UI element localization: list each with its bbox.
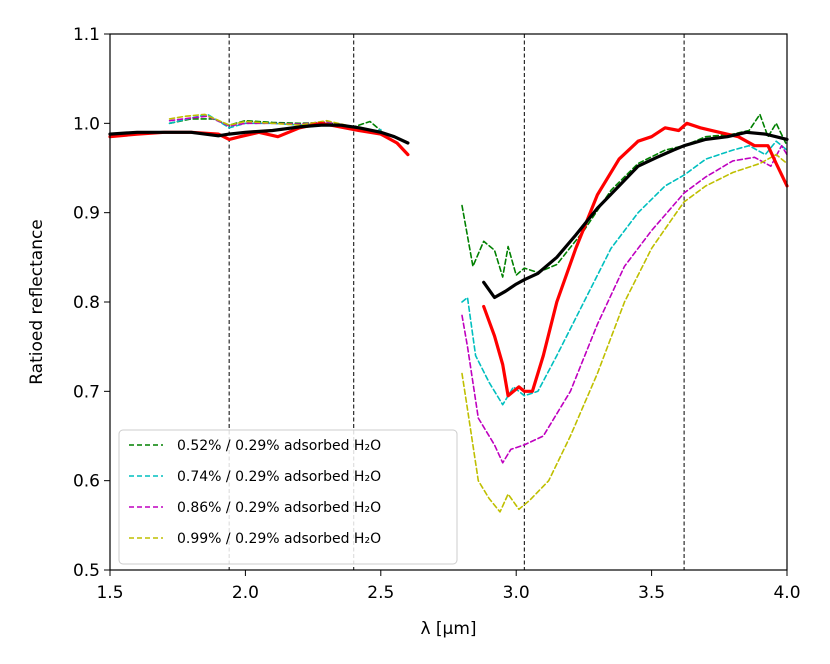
- x-tick-label-2: 2.5: [367, 583, 394, 603]
- x-tick-label-4: 3.5: [638, 583, 665, 603]
- series-2-line-1: [461, 144, 788, 464]
- series-5-line-1: [482, 130, 789, 300]
- legend-label-0: 0.52% / 0.29% adsorbed H₂O: [177, 438, 381, 454]
- x-tick-label-1: 2.0: [232, 583, 259, 603]
- series-5-line-0: [108, 123, 410, 145]
- series-0-line-1: [461, 113, 788, 278]
- y-tick-label-0: 0.5: [73, 561, 100, 581]
- legend-label-3: 0.99% / 0.29% adsorbed H₂O: [177, 531, 381, 547]
- series-group: [108, 113, 789, 513]
- x-tick-label-3: 3.0: [503, 583, 530, 603]
- y-tick-label-3: 0.8: [73, 293, 100, 313]
- y-tick-label-1: 0.6: [73, 472, 100, 492]
- y-tick-label-6: 1.1: [73, 25, 100, 45]
- series-0-line-0: [168, 118, 382, 132]
- legend-label-2: 0.86% / 0.29% adsorbed H₂O: [177, 500, 381, 516]
- legend-box: [118, 429, 458, 565]
- legend-label-1: 0.74% / 0.29% adsorbed H₂O: [177, 469, 381, 485]
- series-4-line-1: [482, 121, 789, 398]
- y-tick-label-5: 1.0: [73, 114, 100, 134]
- y-axis-label: Ratioed reflectance: [27, 219, 47, 385]
- reference-vlines: [228, 34, 685, 570]
- axis-ticks: 1.5 2.0 2.5 3.0 3.5 4.0 0.5 0.6 0.7 0.8 0.9 1.0 1.1: [73, 25, 801, 603]
- y-tick-label-4: 0.9: [73, 204, 100, 224]
- series-1-line-1: [461, 140, 788, 406]
- x-axis-label: λ [μm]: [420, 619, 476, 639]
- x-tick-label-5: 4.0: [773, 583, 800, 603]
- legend: 0.52% / 0.29% adsorbed H₂O 0.74% / 0.29% …: [118, 429, 458, 565]
- series-3-line-1: [461, 153, 788, 513]
- y-tick-label-2: 0.7: [73, 382, 100, 402]
- x-tick-label-0: 1.5: [96, 583, 123, 603]
